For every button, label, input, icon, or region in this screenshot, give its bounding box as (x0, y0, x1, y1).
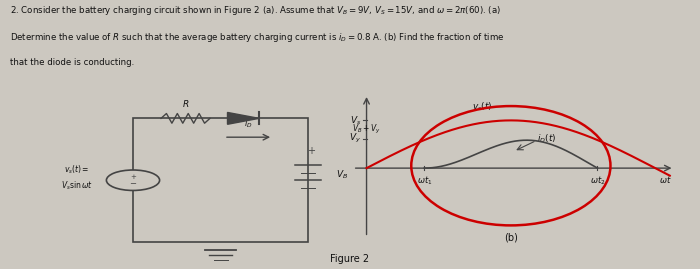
Bar (133, 118, 308, 242)
Text: +: + (130, 174, 136, 180)
Text: that the diode is conducting.: that the diode is conducting. (10, 58, 134, 67)
Text: $\omega t$: $\omega t$ (659, 174, 671, 185)
Text: $\omega t_2$: $\omega t_2$ (590, 174, 606, 187)
Text: $i_D$: $i_D$ (244, 118, 253, 130)
Circle shape (106, 170, 160, 190)
Text: R: R (183, 100, 188, 109)
Text: (b): (b) (504, 233, 518, 243)
Text: +: + (307, 146, 316, 156)
Polygon shape (228, 112, 259, 124)
Text: $V_s$: $V_s$ (350, 114, 361, 127)
Text: $V_y$: $V_y$ (349, 132, 361, 145)
Text: $v_s(t) =$: $v_s(t) =$ (64, 163, 90, 176)
Text: $V_B + V_y$: $V_B + V_y$ (352, 123, 381, 136)
Text: −: − (130, 179, 136, 189)
Text: $v_s(t)$: $v_s(t)$ (473, 101, 493, 113)
Text: $V_B$: $V_B$ (336, 169, 348, 181)
Text: $\omega t_1$: $\omega t_1$ (416, 174, 432, 187)
Text: 2. Consider the battery charging circuit shown in Figure 2 (a). Assume that $V_B: 2. Consider the battery charging circuit… (10, 4, 502, 17)
Text: $V_s \sin \omega t$: $V_s \sin \omega t$ (61, 179, 93, 192)
Text: $i_D(t)$: $i_D(t)$ (537, 132, 556, 145)
Text: Figure 2: Figure 2 (330, 254, 370, 264)
Text: Determine the value of $R$ such that the average battery charging current is $i_: Determine the value of $R$ such that the… (10, 31, 505, 44)
